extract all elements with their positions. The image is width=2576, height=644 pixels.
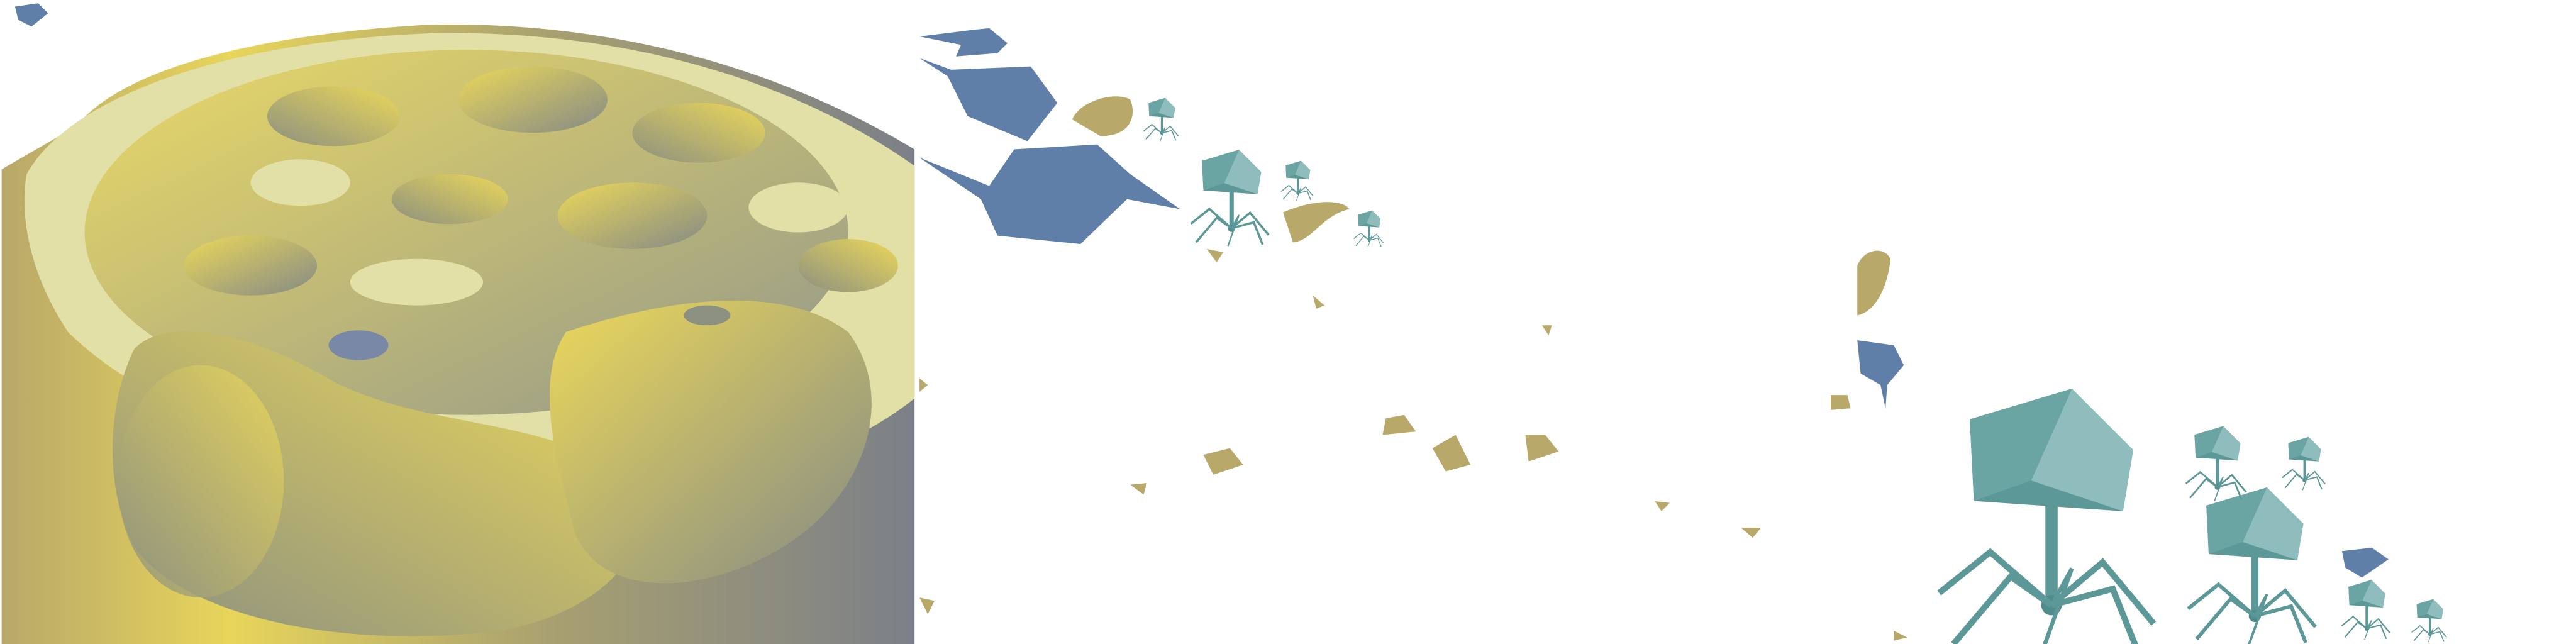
fragments xyxy=(14,3,2389,578)
phages xyxy=(1143,97,2448,644)
debris xyxy=(919,96,1907,641)
bacterium xyxy=(1,25,915,644)
